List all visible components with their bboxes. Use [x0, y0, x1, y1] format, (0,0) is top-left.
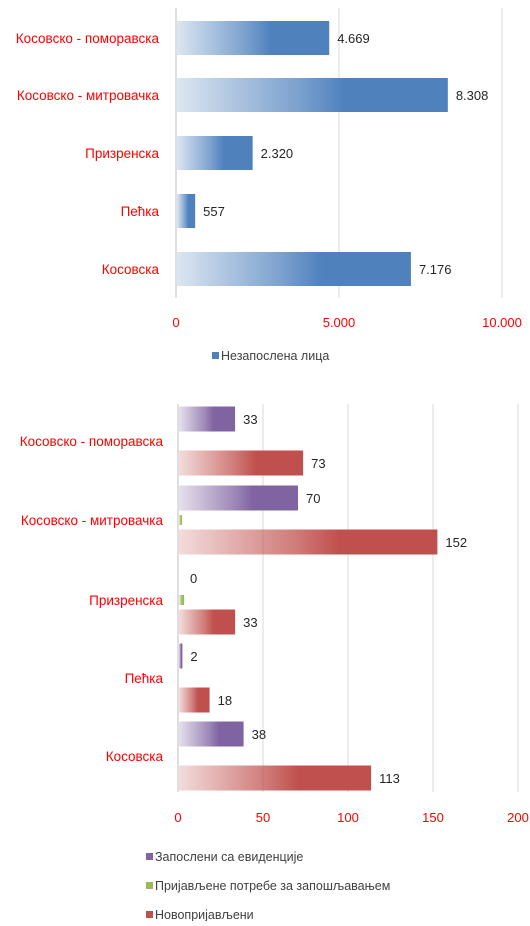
data-label: 38 [252, 727, 266, 742]
bar [179, 643, 183, 669]
legend-swatch [146, 882, 153, 889]
data-label: 73 [311, 456, 325, 471]
bar [177, 21, 330, 55]
data-label: 33 [243, 615, 257, 630]
data-label: 2.320 [261, 146, 294, 161]
bar [179, 687, 210, 713]
data-label: 2 [190, 649, 197, 664]
category-label: Пећка [125, 671, 164, 686]
data-label: 70 [306, 491, 320, 506]
data-label: 33 [243, 412, 257, 427]
chart-2: 0 50 100 150 200 Косовско - поморавска Косовск… [20, 404, 529, 922]
bar [179, 765, 372, 791]
data-label: 113 [379, 771, 400, 786]
x-tick-label: 5.000 [323, 315, 356, 330]
data-label: 152 [445, 535, 467, 550]
x-tick-label: 50 [256, 810, 270, 825]
x-tick-label: 10.000 [482, 315, 522, 330]
legend-label: Пријављене потребе за запошљавањем [155, 879, 390, 893]
category-label: Косовско - поморавска [16, 31, 160, 46]
legend-swatch [146, 911, 153, 918]
category-label: Косовска [102, 262, 160, 277]
category-label: Косовска [106, 749, 164, 764]
data-label: 7.176 [419, 262, 452, 277]
bar [179, 406, 236, 432]
category-label: Призренска [89, 593, 163, 608]
x-tick-label: 0 [172, 315, 179, 330]
bar [179, 721, 244, 747]
x-tick-label: 100 [337, 810, 359, 825]
chart-1: 0 5.000 10.000 Косовско - поморавска Косовск… [16, 8, 522, 363]
category-label: Косовско - поморавска [20, 434, 164, 449]
bar [177, 78, 448, 112]
bar [177, 136, 253, 170]
bar [177, 194, 196, 228]
bar [179, 485, 298, 511]
legend-swatch [212, 352, 219, 359]
category-label: Призренска [85, 146, 159, 161]
data-label: 8.308 [456, 88, 489, 103]
x-tick-label: 200 [507, 810, 529, 825]
x-tick-label: 0 [174, 810, 181, 825]
bar [179, 450, 304, 476]
data-label: 0 [190, 571, 197, 586]
bar [179, 529, 438, 555]
legend-swatch [146, 853, 153, 860]
data-label: 18 [218, 693, 232, 708]
bar [179, 515, 182, 525]
data-label: 557 [203, 204, 225, 219]
bar [179, 609, 236, 635]
legend-label: Новопријављени [155, 908, 254, 921]
bar [177, 252, 411, 286]
legend-label: Незапослена лица [221, 349, 329, 363]
category-label: Пећка [121, 204, 160, 219]
legend-label: Запослени са евиденције [155, 850, 303, 864]
x-tick-label: 150 [422, 810, 444, 825]
category-label: Косовско - митровачка [17, 88, 160, 103]
category-label: Косовско - митровачка [21, 513, 164, 528]
bar [179, 595, 185, 605]
data-label: 4.669 [337, 31, 370, 46]
